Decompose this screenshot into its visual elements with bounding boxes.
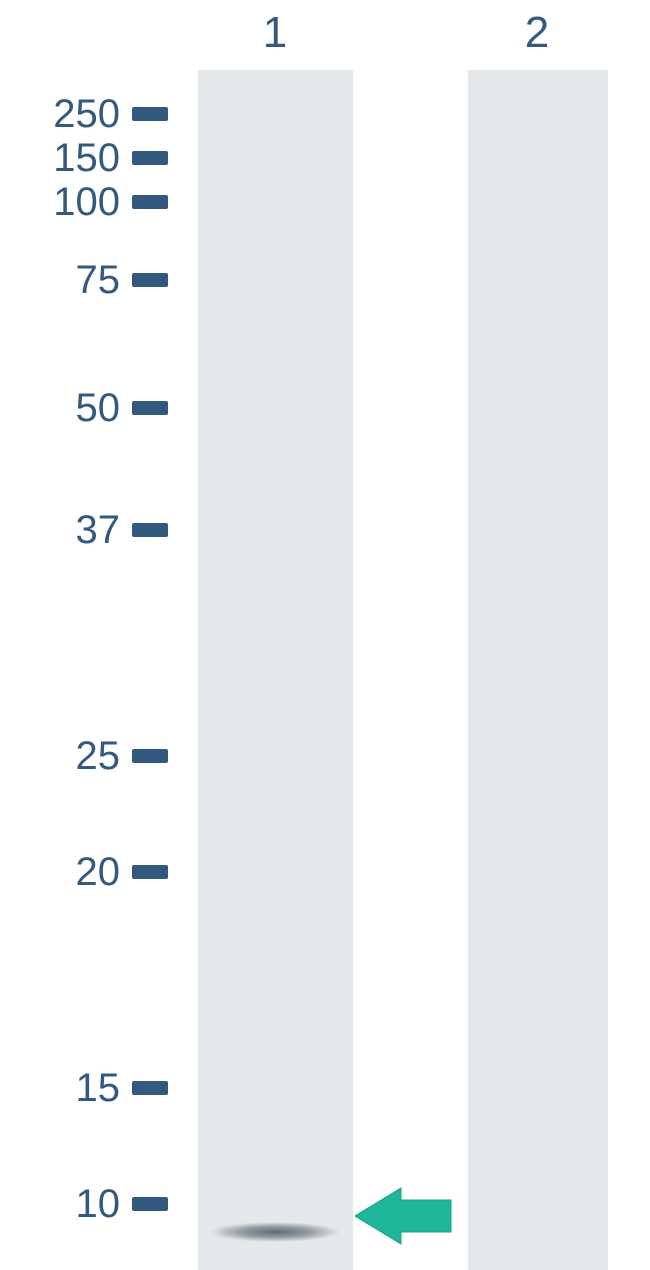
ladder-dash-15 bbox=[132, 1081, 168, 1095]
lane-header-2: 2 bbox=[517, 8, 557, 58]
ladder-dash-20 bbox=[132, 865, 168, 879]
ladder-label-15: 15 bbox=[76, 1068, 121, 1108]
lane-header-1: 1 bbox=[255, 8, 295, 58]
lane-2 bbox=[468, 70, 608, 1270]
ladder-label-150: 150 bbox=[53, 138, 120, 178]
ladder-label-25: 25 bbox=[76, 736, 121, 776]
ladder-label-10: 10 bbox=[76, 1184, 121, 1224]
ladder-label-20: 20 bbox=[76, 852, 121, 892]
lane-1 bbox=[198, 70, 353, 1270]
ladder-label-100: 100 bbox=[53, 182, 120, 222]
band-lane1-10kda bbox=[210, 1222, 340, 1242]
lane-header-1-text: 1 bbox=[263, 8, 287, 57]
ladder-dash-250 bbox=[132, 107, 168, 121]
lane-header-2-text: 2 bbox=[525, 8, 549, 57]
ladder-label-37: 37 bbox=[76, 510, 121, 550]
ladder-dash-75 bbox=[132, 273, 168, 287]
western-blot-figure: 1 2 250 150 100 75 50 37 25 20 15 10 bbox=[0, 0, 650, 1270]
ladder-dash-37 bbox=[132, 523, 168, 537]
ladder-dash-100 bbox=[132, 195, 168, 209]
ladder-dash-50 bbox=[132, 401, 168, 415]
ladder-dash-150 bbox=[132, 151, 168, 165]
ladder-dash-25 bbox=[132, 749, 168, 763]
ladder-label-250: 250 bbox=[53, 94, 120, 134]
ladder-dash-10 bbox=[132, 1197, 168, 1211]
ladder-label-50: 50 bbox=[76, 388, 121, 428]
ladder-label-75: 75 bbox=[76, 260, 121, 300]
band-arrow-icon bbox=[355, 1186, 455, 1251]
